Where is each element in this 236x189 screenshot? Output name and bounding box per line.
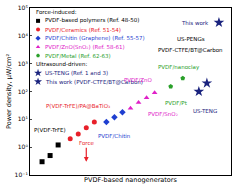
svg-text:PVDF/ZnO(SnO₂) (Ref. 58-61): PVDF/ZnO(SnO₂) (Ref. 58-61) <box>45 44 125 50</box>
svg-text:US-TENG (Ref. 1 and 3): US-TENG (Ref. 1 and 3) <box>45 70 108 76</box>
svg-text:PVDF-based polymers (Ref. 48-5: PVDF-based polymers (Ref. 48-50) <box>45 17 139 24</box>
svg-text:Power density, μW/cm²: Power density, μW/cm² <box>5 54 13 129</box>
svg-text:Ultrasound-driven:: Ultrasound-driven: <box>36 61 87 67</box>
svg-text:PVDF/nanoclay: PVDF/nanoclay <box>158 64 200 71</box>
svg-text:Force: Force <box>79 140 94 146</box>
svg-text:PVDF-CTFE/BT@Carbon: PVDF-CTFE/BT@Carbon <box>158 47 223 53</box>
svg-text:PVDF-based nanogenerators: PVDF-based nanogenerators <box>84 176 177 184</box>
svg-text:Force-induced:: Force-induced: <box>36 9 77 15</box>
svg-text:PVDF/Chitin (Graphene) (Ref. 5: PVDF/Chitin (Graphene) (Ref. 55-57) <box>45 35 145 42</box>
svg-text:PVDF/ZnO: PVDF/ZnO <box>124 77 153 83</box>
svg-text:PVDF/Metal (Ref. 62-63): PVDF/Metal (Ref. 62-63) <box>45 53 111 59</box>
svg-text:US-PENGs: US-PENGs <box>177 36 205 42</box>
svg-text:This work (PVDF-CTFE/BT@Carbon: This work (PVDF-CTFE/BT@Carbon) <box>45 79 143 85</box>
svg-text:10³: 10³ <box>18 60 29 67</box>
svg-text:PVDF/SnO₂: PVDF/SnO₂ <box>148 111 178 117</box>
svg-text:10⁰: 10⁰ <box>18 143 29 150</box>
svg-text:10⁵: 10⁵ <box>18 4 29 11</box>
svg-text:P(VDF-TrFE)/PA@BaTiO₃: P(VDF-TrFE)/PA@BaTiO₃ <box>46 103 110 109</box>
svg-text:P(VDF-TrFE): P(VDF-TrFE) <box>34 127 66 133</box>
svg-text:PVDF/Ceramics (Ref. 51-54): PVDF/Ceramics (Ref. 51-54) <box>45 27 121 33</box>
svg-text:PVDF/Pt: PVDF/Pt <box>165 100 188 106</box>
svg-text:This work: This work <box>181 20 209 26</box>
svg-text:10⁻¹: 10⁻¹ <box>15 171 29 178</box>
svg-text:US-TENG: US-TENG <box>193 108 217 114</box>
svg-text:10¹: 10¹ <box>18 115 29 122</box>
svg-text:PVDF/Chitin: PVDF/Chitin <box>98 133 131 139</box>
svg-text:10⁴: 10⁴ <box>18 32 29 39</box>
svg-text:10²: 10² <box>18 88 29 95</box>
